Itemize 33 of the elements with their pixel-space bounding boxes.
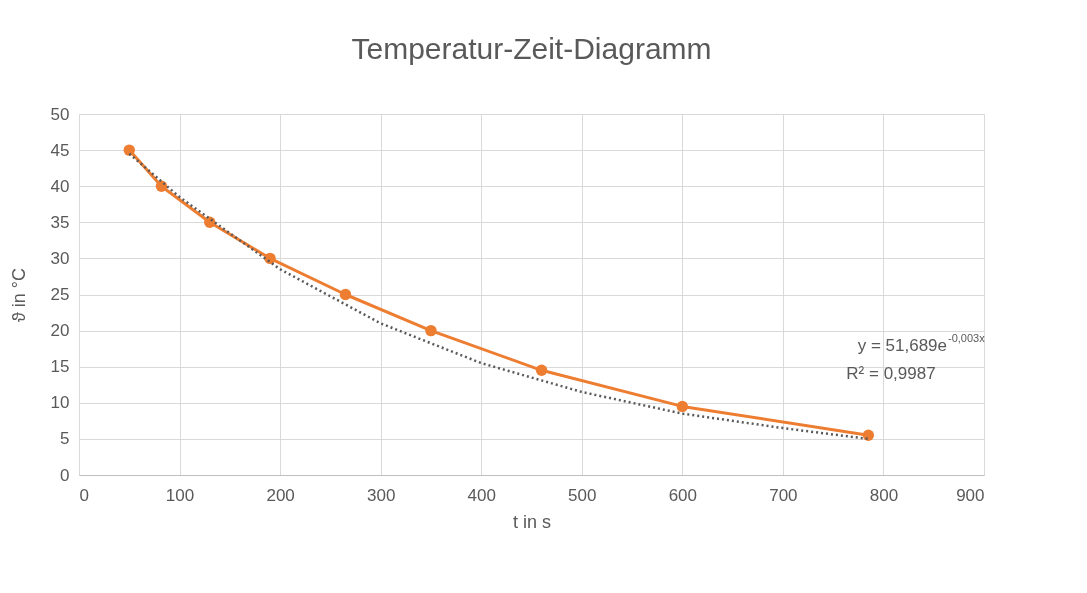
point: [339, 288, 352, 301]
point: [535, 364, 548, 376]
y-axis-title: ϑ in °C: [8, 267, 29, 323]
y-tick-label: 5: [60, 429, 70, 449]
point: [155, 180, 168, 192]
x-tick-label: 200: [266, 485, 295, 505]
point: [425, 324, 437, 337]
y-tick-label: 15: [50, 357, 70, 377]
y-tick-label: 0: [60, 465, 70, 485]
point: [123, 144, 135, 156]
x-tick-label: 700: [769, 485, 798, 505]
y-tick-label: 10: [50, 393, 70, 413]
chart-title: Temperatur-Zeit-Diagramm: [351, 32, 712, 65]
x-tick-label: 900: [956, 485, 985, 505]
y-tick-label: 45: [50, 140, 70, 160]
point: [264, 252, 276, 265]
point: [862, 429, 875, 441]
x-tick-label: 100: [165, 485, 195, 505]
x-tick-label: 800: [869, 485, 899, 505]
y-tick-label: 35: [50, 212, 70, 232]
y-tick-label: 40: [50, 176, 70, 196]
annotation: R² = 0,9987: [846, 364, 936, 383]
y-tick-label: 20: [50, 321, 70, 341]
y-tick-label: 30: [50, 248, 70, 268]
x-tick-label: 0: [79, 485, 89, 505]
y-tick-label: 25: [50, 285, 70, 304]
point: [676, 400, 689, 413]
y-tick-label: 50: [50, 104, 70, 124]
x-axis-title: t in s: [512, 511, 552, 532]
x-tick-label: 400: [467, 485, 496, 505]
x-tick-label: 300: [366, 485, 396, 505]
x-tick-label: 500: [568, 485, 597, 505]
x-tick-label: 600: [668, 485, 698, 505]
